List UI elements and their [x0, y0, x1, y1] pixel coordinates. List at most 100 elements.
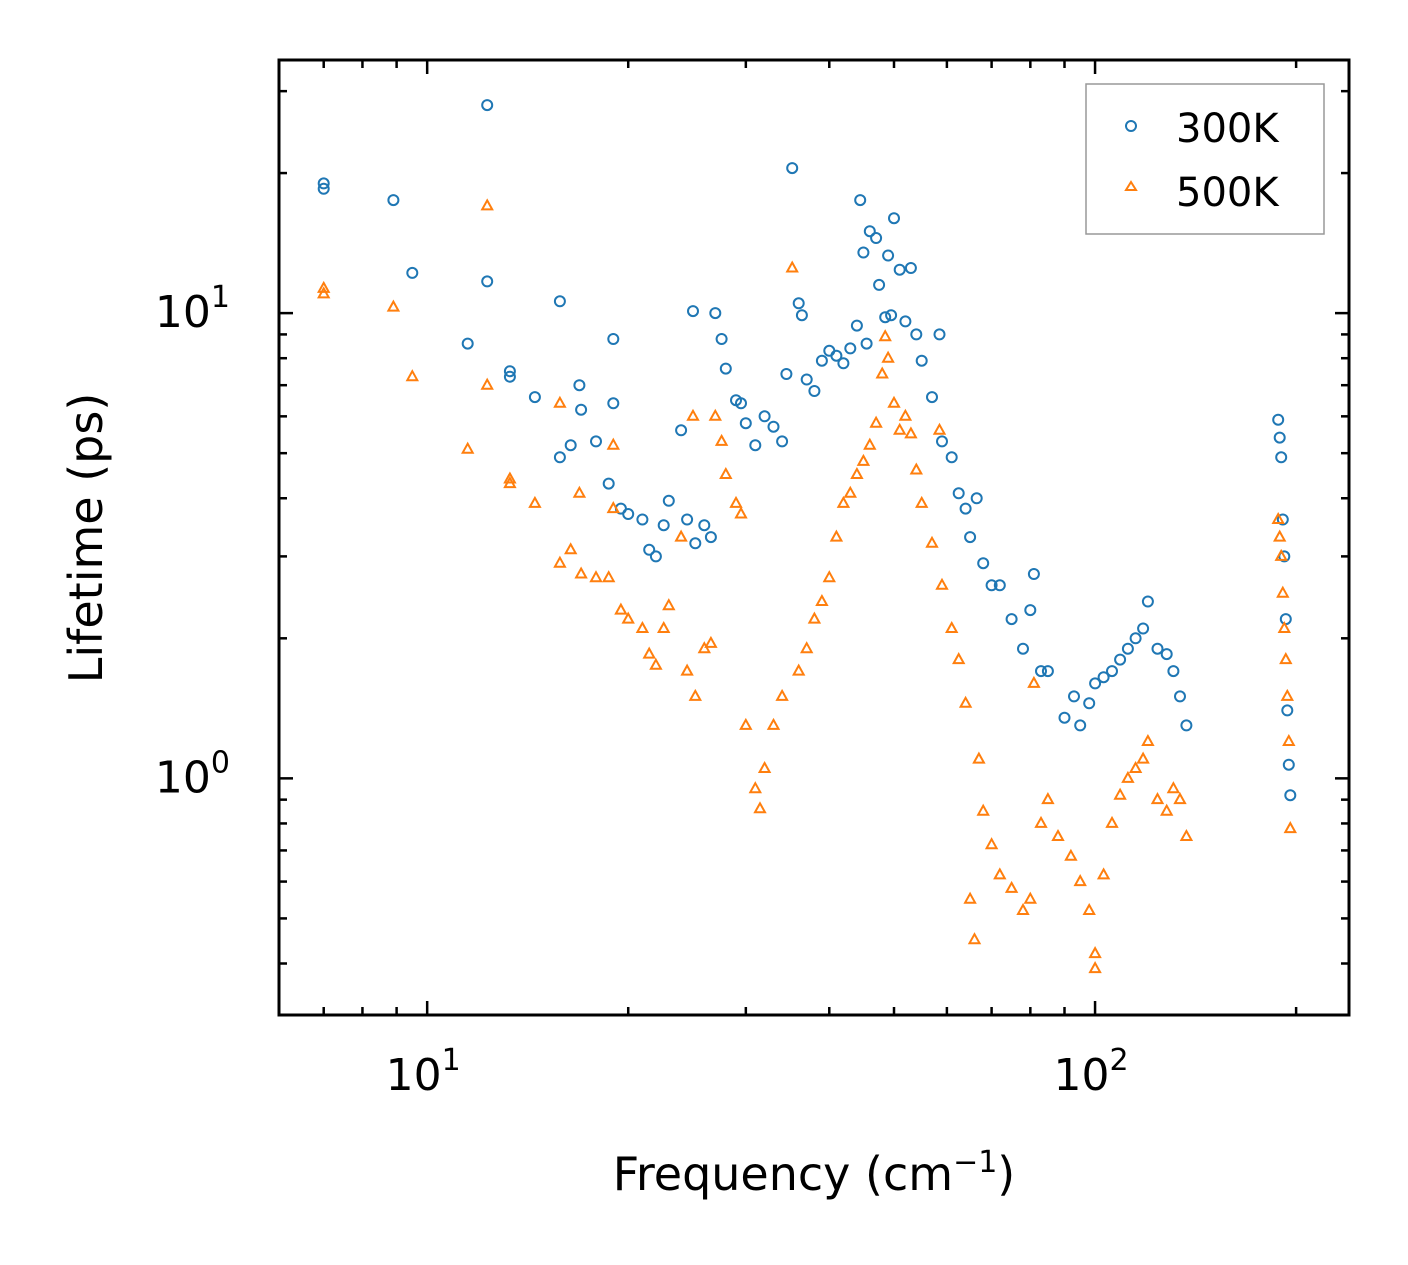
data-point-500k [775, 688, 789, 701]
legend-marker-500k [1124, 180, 1138, 191]
data-point-300k [689, 537, 702, 550]
data-point-300k [636, 513, 649, 526]
data-point-300k [882, 249, 895, 262]
data-point-300k [970, 492, 983, 505]
data-point-300k [780, 368, 793, 380]
data-point-500k [766, 717, 781, 730]
data-point-500k [1082, 902, 1096, 915]
data-point-300k [649, 550, 662, 563]
data-point-500k [1073, 874, 1087, 887]
data-point-500k [1023, 891, 1037, 904]
data-point-500k [875, 366, 889, 379]
data-point-500k [984, 837, 999, 850]
data-point-300k [1276, 513, 1289, 526]
data-point-300k [1024, 604, 1037, 617]
data-point-300k [870, 232, 883, 244]
data-point-500k [1113, 787, 1127, 800]
data-point-300k [1097, 671, 1110, 684]
data-point-300k [590, 435, 602, 448]
data-point-500k [972, 751, 986, 764]
data-point-300k [573, 379, 586, 392]
data-point-300k [1151, 642, 1164, 655]
data-point-500k [642, 646, 656, 659]
data-point-300k [1121, 642, 1134, 655]
data-point-300k [317, 177, 330, 190]
data-point-500k [904, 426, 918, 439]
data-point-500k [1173, 792, 1187, 805]
data-point-500k [815, 593, 829, 606]
data-point-300k [792, 297, 805, 310]
data-point-500k [714, 433, 729, 446]
data-point-300k [1275, 451, 1288, 464]
data-point-500k [614, 602, 628, 615]
data-point-300k [662, 494, 675, 507]
data-point-300k [715, 333, 728, 345]
data-point-500k [317, 286, 331, 299]
data-point-500k [386, 299, 401, 312]
data-point-300k [854, 194, 867, 207]
plot-frame [277, 58, 1351, 1017]
data-point-500k [878, 329, 892, 342]
data-point-500k [1034, 815, 1048, 828]
data-point-500k [1121, 770, 1135, 783]
data-point-500k [317, 280, 331, 293]
data-point-500k [606, 437, 620, 450]
data-point-500k [822, 570, 836, 583]
data-point-500k [967, 932, 982, 945]
data-point-300k [1027, 568, 1040, 580]
data-point-300k [1282, 758, 1295, 771]
data-point-300k [933, 328, 946, 341]
data-point-300k [1279, 613, 1292, 626]
data-point-300k [387, 194, 400, 207]
data-point-300k [815, 354, 828, 367]
data-point-500k [1279, 652, 1293, 665]
data-point-300k [893, 263, 906, 276]
data-point-300k [1089, 677, 1102, 690]
data-point-500k [719, 466, 733, 479]
data-point-500k [1128, 760, 1143, 773]
tick-labels: 101 102 100 101 [155, 280, 1129, 1101]
data-point-300k [317, 182, 330, 195]
data-point-500k [572, 485, 587, 498]
data-point-500k [1150, 792, 1165, 805]
legend-box [1085, 83, 1325, 235]
data-point-500k [1088, 946, 1102, 959]
data-point-500k [1276, 585, 1290, 598]
data-point-300k [767, 420, 780, 433]
data-point-300k [709, 307, 722, 320]
data-point-300k [1278, 550, 1291, 563]
data-point-300k [735, 397, 747, 410]
data-point-500k [553, 555, 567, 568]
data-point-300k [1035, 665, 1047, 678]
data-point-500k [680, 663, 694, 676]
x-axis-label: Frequency (cm−1) [613, 1145, 1016, 1201]
data-point-300k [776, 435, 789, 448]
legend-label-500k: 500K [1176, 170, 1280, 216]
data-point-300k [657, 519, 670, 532]
data-point-500k [704, 635, 718, 648]
data-point-300k [564, 439, 577, 452]
data-point-500k [1088, 961, 1102, 974]
data-point-500k [915, 495, 929, 508]
data-point-500k [807, 611, 822, 624]
data-point-300k [879, 311, 892, 324]
data-point-500k [785, 260, 799, 273]
data-point-300k [1272, 413, 1285, 426]
data-point-500k [1051, 828, 1065, 841]
data-point-500k [674, 529, 688, 542]
data-point-300k [850, 319, 863, 332]
data-point-300k [915, 354, 928, 367]
data-point-300k [704, 531, 717, 544]
data-point-500k [662, 598, 676, 611]
data-point-300k [406, 266, 419, 279]
y-axis-label: Lifetime (ps) [59, 393, 113, 684]
data-point-300k [993, 579, 1006, 592]
data-point-500k [1064, 848, 1078, 861]
data-point-300k [481, 99, 494, 112]
data-point-500k [976, 803, 990, 816]
data-point-300k [899, 315, 912, 328]
data-point-300k [1129, 632, 1142, 645]
data-point-300k [1281, 704, 1294, 717]
data-point-500k [963, 891, 977, 904]
